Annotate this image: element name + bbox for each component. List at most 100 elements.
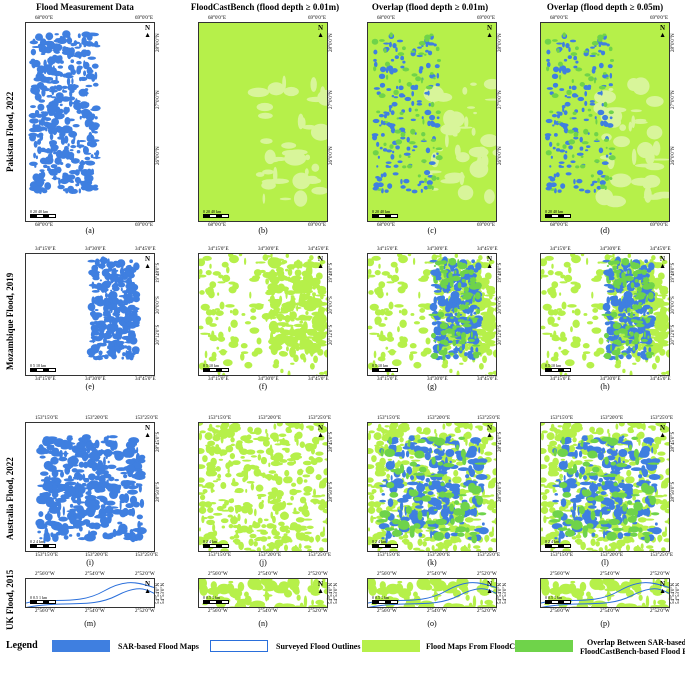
bottom-coordinate-label: 34°30'0"E <box>427 377 448 382</box>
right-coordinate-label: 20°12'0"S <box>329 324 334 345</box>
bottom-coordinate-label: 34°45'0"E <box>135 377 156 382</box>
bottom-coordinate-label: 69°0'0"E <box>650 223 668 228</box>
row-label-mozambique: Mozambique Flood, 2019 <box>5 272 15 370</box>
right-coordinate-label: 54°53'0"N <box>161 582 166 604</box>
bottom-coordinate-label: 69°0'0"E <box>477 223 495 228</box>
top-coordinate-label: 153°25'0"E <box>477 416 500 421</box>
right-coordinate-label: 28°45'0"S <box>329 431 334 452</box>
top-coordinate-label: 153°15'0"E <box>550 416 573 421</box>
top-coordinate-label: 2°54'0"W <box>258 572 278 577</box>
scale-label: 0 20 40 km <box>30 209 49 214</box>
bottom-coordinate-label: 153°15'0"E <box>35 553 58 558</box>
top-coordinate-label: 2°52'0"W <box>477 572 497 577</box>
north-arrow-icon: N ▲ <box>317 580 324 595</box>
map-panel: N ▲ 0 5 10 km <box>367 253 497 376</box>
top-coordinate-label: 34°15'0"E <box>208 247 229 252</box>
scale-bar <box>545 214 571 218</box>
right-coordinate-label: 20°12'0"S <box>156 324 161 345</box>
panel-label: (e) <box>85 382 95 391</box>
top-coordinate-label: 34°15'0"E <box>377 247 398 252</box>
map-panel: N ▲ 0 0.5 1 km <box>25 578 155 608</box>
scale-label: 0 5 10 km <box>30 363 47 368</box>
right-coordinate-label: 26°0'0"N <box>156 146 161 166</box>
top-coordinate-label: 153°25'0"E <box>135 416 158 421</box>
top-coordinate-label: 69°0'0"E <box>477 16 495 21</box>
right-coordinate-label: 26°0'0"N <box>329 146 334 166</box>
row-label-australia: Australia Flood, 2022 <box>5 457 15 540</box>
flood-map-image <box>28 30 101 195</box>
legend-swatch-overlap <box>515 640 573 652</box>
bottom-coordinate-label: 34°15'0"E <box>550 377 571 382</box>
top-coordinate-label: 2°54'0"W <box>85 572 105 577</box>
right-coordinate-label: 28°0'0"N <box>156 33 161 52</box>
scale-bar <box>30 214 56 218</box>
panel-label: (i) <box>86 558 94 567</box>
right-coordinate-label: 28°50'0"S <box>671 481 676 502</box>
right-coordinate-label: 20°0'0"S <box>498 296 503 314</box>
right-coordinate-label: 54°53'0"N <box>503 582 508 604</box>
bottom-coordinate-label: 34°30'0"E <box>600 377 621 382</box>
right-coordinate-label: 28°0'0"N <box>329 33 334 52</box>
bottom-coordinate-label: 153°15'0"E <box>377 553 400 558</box>
top-coordinate-label: 153°15'0"E <box>35 416 58 421</box>
bottom-coordinate-label: 68°0'0"E <box>208 223 226 228</box>
bottom-coordinate-label: 153°20'0"E <box>258 553 281 558</box>
top-coordinate-label: 2°52'0"W <box>135 572 155 577</box>
legend-label-overlap: Overlap Between SAR-based and FloodCastB… <box>580 638 685 656</box>
top-coordinate-label: 2°56'0"W <box>550 572 570 577</box>
scale-bar <box>203 214 229 218</box>
panel-label: (g) <box>427 382 437 391</box>
panel-label: (n) <box>258 619 268 628</box>
scale-bar <box>372 214 398 218</box>
flood-map-image <box>199 254 327 375</box>
map-panel: N ▲ 0 20 40 km <box>25 22 155 222</box>
top-coordinate-label: 34°30'0"E <box>600 247 621 252</box>
panel-label: (p) <box>600 619 610 628</box>
flood-map-image <box>35 434 147 544</box>
map-panel: N ▲ 0 20 40 km <box>367 22 497 222</box>
panel-label: (j) <box>259 558 267 567</box>
bottom-coordinate-label: 153°20'0"E <box>85 553 108 558</box>
bottom-coordinate-label: 2°54'0"W <box>258 609 278 614</box>
bottom-coordinate-label: 34°45'0"E <box>650 377 671 382</box>
bottom-coordinate-label: 2°52'0"W <box>477 609 497 614</box>
bottom-coordinate-label: 2°52'0"W <box>308 609 328 614</box>
map-panel: N ▲ 0 2 4 km <box>198 422 328 552</box>
column-header-floodcastbench: FloodCastBench (flood depth ≥ 0.01m) <box>190 2 340 12</box>
scale-bar <box>545 368 571 372</box>
right-coordinate-label: 20°12'0"S <box>671 324 676 345</box>
right-coordinate-label: 19°48'0"S <box>498 262 503 283</box>
bottom-coordinate-label: 2°56'0"W <box>550 609 570 614</box>
flood-map-image <box>368 23 496 221</box>
top-coordinate-label: 153°25'0"E <box>650 416 673 421</box>
top-coordinate-label: 34°45'0"E <box>650 247 671 252</box>
flood-map-image <box>541 254 669 375</box>
bottom-coordinate-label: 34°15'0"E <box>208 377 229 382</box>
scale-label: 0 5 10 km <box>545 363 562 368</box>
north-arrow-icon: N ▲ <box>317 24 324 39</box>
right-coordinate-label: 20°0'0"S <box>671 296 676 314</box>
right-coordinate-label: 28°0'0"N <box>671 33 676 52</box>
right-coordinate-label: 27°0'0"N <box>156 90 161 109</box>
north-arrow-icon: N ▲ <box>659 580 666 595</box>
top-coordinate-label: 68°0'0"E <box>208 16 226 21</box>
bottom-coordinate-label: 2°54'0"W <box>85 609 105 614</box>
right-coordinate-label: 26°0'0"N <box>671 146 676 166</box>
legend-swatch-outline <box>210 640 268 652</box>
scale-label: 0 2 4 km <box>372 539 387 544</box>
right-coordinate-label: 54°53'0"N <box>676 582 681 604</box>
right-coordinate-label: 28°50'0"S <box>156 481 161 502</box>
map-panel: N ▲ 0 20 40 km <box>198 22 328 222</box>
top-coordinate-label: 69°0'0"E <box>650 16 668 21</box>
scale-bar <box>203 544 229 548</box>
bottom-coordinate-label: 69°0'0"E <box>135 223 153 228</box>
top-coordinate-label: 34°30'0"E <box>258 247 279 252</box>
map-panel: N ▲ 0 2 4 km <box>25 422 155 552</box>
scale-bar <box>30 600 56 604</box>
panel-label: (d) <box>600 226 610 235</box>
scale-bar <box>30 368 56 372</box>
top-coordinate-label: 2°56'0"W <box>208 572 228 577</box>
top-coordinate-label: 2°54'0"W <box>600 572 620 577</box>
legend-label-overlap-line1: Overlap Between SAR-based and <box>587 638 685 647</box>
flood-map-image <box>86 256 142 361</box>
